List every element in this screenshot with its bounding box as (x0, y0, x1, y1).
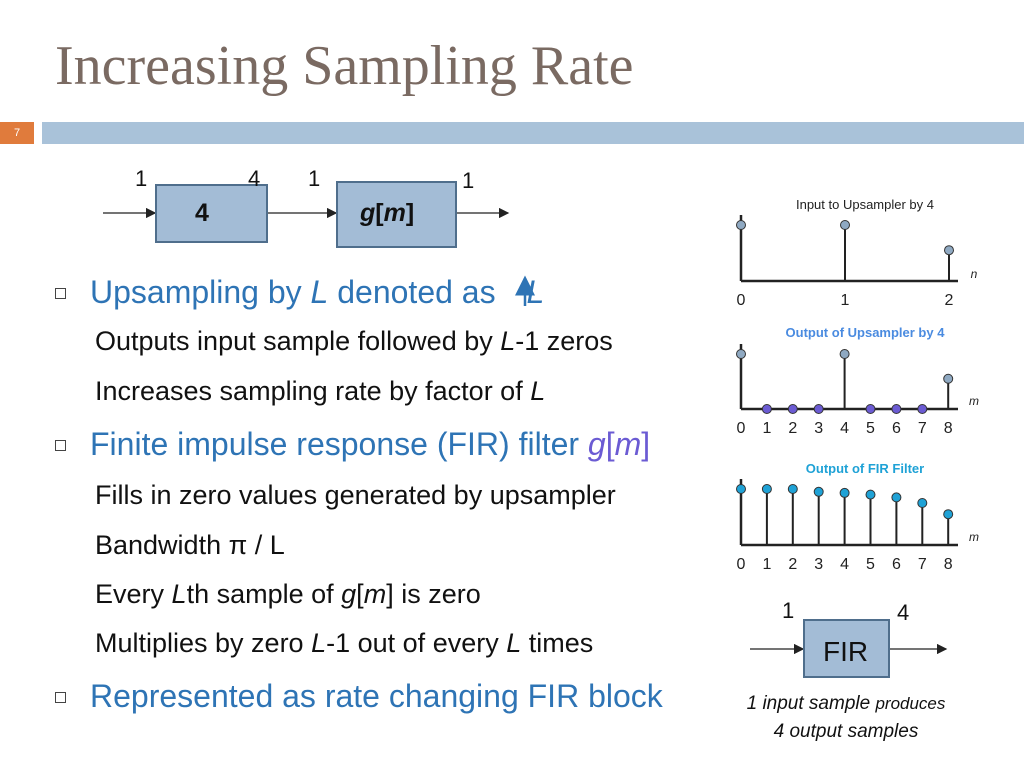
p3-point (813, 486, 824, 497)
sub-bullet-fills: Fills in zero values generated by upsamp… (95, 480, 616, 510)
p2-tick-label: 5 (866, 420, 875, 437)
p2-point (839, 349, 850, 359)
p3-tick-label: 2 (788, 556, 797, 573)
p1-title: Input to Upsampler by 4 (796, 197, 934, 212)
p3-point (761, 484, 772, 494)
bullet-square-icon (55, 440, 66, 451)
p3-point (891, 492, 902, 503)
bullet-square-icon (55, 288, 66, 299)
sub-bullet-outputs: Outputs input sample followed by L-1 zer… (95, 326, 613, 356)
sub-bullet-every: Every Lth sample of g[m] is zero (95, 579, 481, 609)
p2-point (813, 404, 824, 414)
p3-tick-label: 5 (866, 556, 875, 573)
sub-bullet-multiplies: Multiplies by zero L-1 out of every L ti… (95, 628, 594, 658)
p3-point (787, 484, 798, 494)
p2-tick-label: 0 (737, 420, 746, 437)
rate-mid-out-label: 4 (248, 166, 261, 191)
p3-point (943, 509, 954, 520)
fir-label: FIR (823, 636, 869, 667)
title-bar (42, 122, 1024, 144)
p1-tick-label: 1 (841, 292, 850, 309)
p2-tick-label: 1 (762, 420, 771, 437)
rate-mid-in-label: 1 (308, 166, 321, 191)
p1-point (840, 220, 850, 230)
p2-point (917, 404, 928, 414)
p3-tick-label: 7 (918, 556, 927, 573)
p2-point (761, 404, 772, 414)
p2-title: Output of Upsampler by 4 (786, 325, 946, 340)
p3-tick-label: 0 (737, 556, 746, 573)
p2-point (943, 373, 954, 384)
p2-tick-label: 8 (944, 420, 953, 437)
p2-tick-label: 6 (892, 420, 901, 437)
p2-point (891, 404, 902, 414)
filter-label: g[m] (360, 199, 415, 227)
p3-point (865, 489, 876, 500)
p2-point (787, 404, 798, 414)
p3-tick-label: 1 (762, 556, 771, 573)
bullet-square-icon (55, 692, 66, 703)
slide-title: Increasing Sampling Rate (55, 35, 634, 97)
p2-tick-label: 7 (918, 420, 927, 437)
p3-point (839, 487, 850, 498)
rate-in-label: 1 (135, 166, 148, 191)
p1-axis-label: n (971, 267, 978, 281)
p2-tick-label: 4 (840, 420, 849, 437)
p2-axis-label: m (969, 394, 979, 408)
p1-tick-label: 2 (945, 292, 954, 309)
p2-tick-label: 3 (814, 420, 823, 437)
fir-rate-in: 1 (782, 598, 795, 623)
p3-axis-label: m (969, 530, 979, 544)
slide-number: 7 (0, 122, 34, 144)
p3-point (917, 498, 928, 508)
rate-out-label: 1 (462, 168, 475, 193)
p2-point (736, 349, 746, 359)
p3-tick-label: 3 (814, 556, 823, 573)
p1-tick-label: 0 (737, 292, 746, 309)
p1-point (736, 220, 746, 230)
filter-block (336, 181, 457, 248)
p3-point (736, 484, 746, 494)
p3-tick-label: 6 (892, 556, 901, 573)
p3-tick-label: 8 (944, 556, 953, 573)
fir-caption: 1 input sample produces 4 output samples (746, 693, 946, 742)
fir-block (803, 619, 890, 678)
upsampler-block (155, 184, 268, 243)
sub-bullet-increases: Increases sampling rate by factor of L (95, 376, 546, 406)
p3-title: Output of FIR Filter (806, 461, 924, 476)
sub-bullet-bandwidth: Bandwidth π / L (95, 530, 285, 560)
p3-tick-label: 4 (840, 556, 849, 573)
p2-point (865, 404, 876, 414)
p2-tick-label: 2 (788, 420, 797, 437)
p1-point (944, 245, 954, 256)
fir-rate-out: 4 (897, 600, 910, 625)
upsampler-factor: 4 (195, 199, 209, 227)
